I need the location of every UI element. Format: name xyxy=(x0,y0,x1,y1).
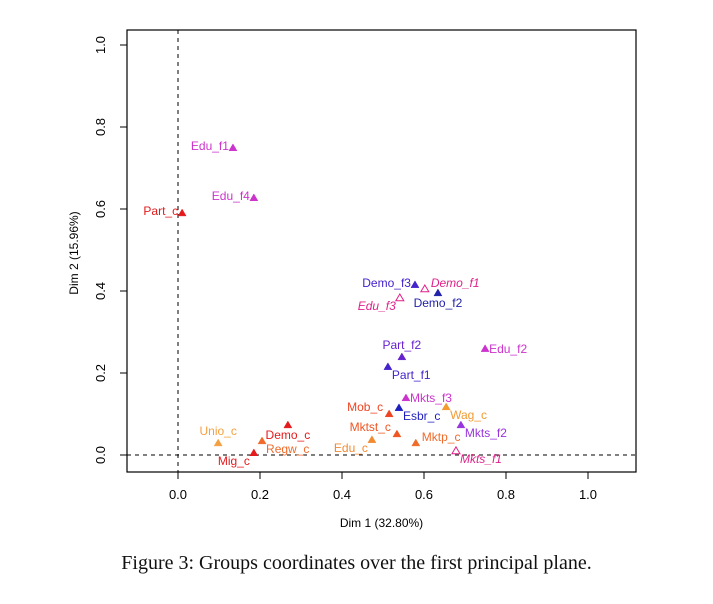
point-marker-esbr-c xyxy=(394,403,404,411)
point-label-edu-f4: Edu_f4 xyxy=(212,189,250,203)
point-label-demo-c: Demo_c xyxy=(266,428,311,442)
point-label-mkts-f2: Mkts_f2 xyxy=(465,426,507,440)
point-marker-mig-c xyxy=(249,448,259,456)
y-tick-label: 0.8 xyxy=(93,118,108,136)
point-marker-demo-f3 xyxy=(410,280,420,288)
point-marker-mktst-c xyxy=(392,429,402,438)
point-label-regw-c: Regw_c xyxy=(266,442,309,456)
point-label-mob-c: Mob_c xyxy=(347,400,383,414)
point-label-edu-f2: Edu_f2 xyxy=(489,342,527,356)
point-marker-mkts-f1 xyxy=(451,445,461,455)
point-label-demo-f1: Demo_f1 xyxy=(431,276,480,290)
x-tick-label: 0.4 xyxy=(333,487,351,502)
x-tick-label: 0.2 xyxy=(251,487,269,502)
point-label-mig-c: Mig_c xyxy=(218,454,250,468)
point-marker-edu-f4 xyxy=(249,193,259,201)
point-marker-edu-f2 xyxy=(480,344,490,352)
point-marker-edu-f1 xyxy=(228,143,238,151)
point-label-edu-c: Edu_c xyxy=(334,441,368,455)
point-label-wag-c: Wag_c xyxy=(450,408,487,422)
point-marker-wag-c xyxy=(441,402,451,411)
y-axis-title: Dim 2 (15.96%) xyxy=(67,211,81,294)
point-marker-demo-f2 xyxy=(433,288,443,297)
x-axis-title: Dim 1 (32.80%) xyxy=(340,516,423,530)
point-label-mkts-f1: Mkts_f1 xyxy=(460,452,502,466)
x-tick-label: 0.6 xyxy=(415,487,433,502)
point-label-mktp-c: Mktp_c xyxy=(422,430,461,444)
point-marker-mktp-c xyxy=(411,438,421,447)
points-layer: Part_c Edu_f1 Edu_f4 Demo_f3 Demo_f1 Edu_f3 De… xyxy=(143,139,527,468)
x-tick-label: 1.0 xyxy=(579,487,597,502)
point-label-demo-f3: Demo_f3 xyxy=(362,276,411,290)
point-label-demo-f2: Demo_f2 xyxy=(414,296,463,310)
point-marker-mkts-f2 xyxy=(456,420,466,429)
point-marker-mob-c xyxy=(384,409,394,418)
point-marker-demo-f1 xyxy=(419,283,430,293)
y-tick-label: 0.0 xyxy=(93,446,108,464)
point-marker-demo-c xyxy=(283,420,293,429)
point-label-part-c: Part_c xyxy=(143,204,178,218)
point-label-mkts-f3: Mkts_f3 xyxy=(410,391,452,405)
y-tick-label: 1.0 xyxy=(93,36,108,54)
point-marker-mkts-f3 xyxy=(401,393,411,402)
plot-frame xyxy=(126,29,637,473)
point-label-edu-f3: Edu_f3 xyxy=(358,299,396,313)
point-label-edu-f1: Edu_f1 xyxy=(191,139,229,153)
y-axis: 0.0 0.2 0.4 0.6 0.8 1.0 xyxy=(93,36,127,464)
point-label-esbr-c: Esbr_c xyxy=(403,409,440,423)
point-marker-edu-f3 xyxy=(394,292,405,302)
y-tick-label: 0.2 xyxy=(93,364,108,382)
point-label-unio-c: Unio_c xyxy=(200,424,237,438)
scatter-plot: 0.0 0.2 0.4 0.6 0.8 1.0 0.0 0.2 0.4 0.6 0.8 1.0 Di… xyxy=(67,29,637,530)
y-tick-label: 0.4 xyxy=(93,282,108,300)
point-marker-unio-c xyxy=(213,438,223,447)
x-axis: 0.0 0.2 0.4 0.6 0.8 1.0 xyxy=(169,472,597,502)
point-marker-part-c xyxy=(177,208,187,217)
point-label-part-f1: Part_f1 xyxy=(392,368,431,382)
point-marker-part-f1 xyxy=(383,362,393,370)
y-tick-label: 0.6 xyxy=(93,200,108,218)
point-label-mktst-c: Mktst_c xyxy=(350,420,391,434)
figure-caption: Figure 3: Groups coordinates over the fi… xyxy=(121,552,592,574)
x-tick-label: 0.8 xyxy=(497,487,515,502)
point-label-part-f2: Part_f2 xyxy=(383,338,422,352)
x-tick-label: 0.0 xyxy=(169,487,187,502)
point-marker-regw-c xyxy=(257,436,267,445)
point-marker-part-f2 xyxy=(397,352,407,361)
point-marker-edu-c xyxy=(367,435,377,443)
